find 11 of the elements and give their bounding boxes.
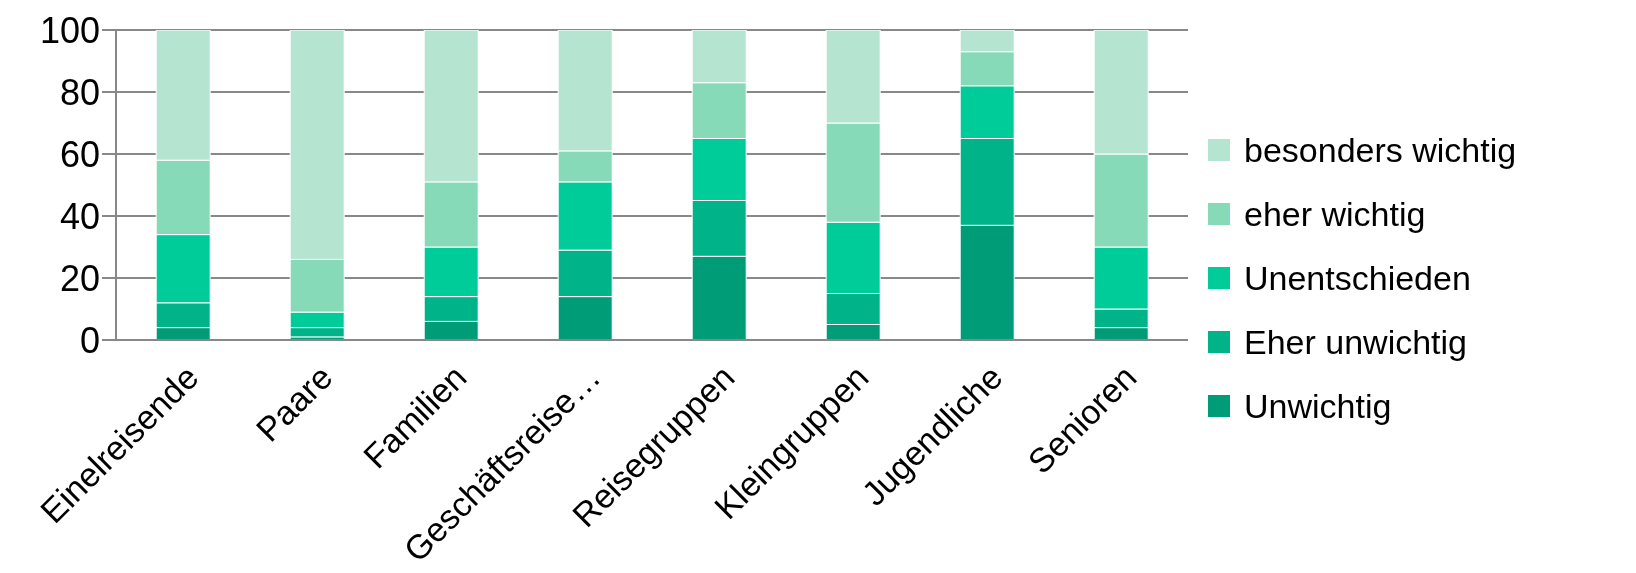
legend-label: Eher unwichtig <box>1244 322 1468 362</box>
legend-label: besonders wichtig <box>1244 130 1517 170</box>
legend-label: Unentschieden <box>1244 258 1471 298</box>
y-tick-label: 100 <box>39 9 100 51</box>
y-tick-label: 20 <box>59 257 100 299</box>
y-tick-label: 60 <box>59 133 100 175</box>
y-tick-label: 80 <box>59 71 100 113</box>
y-tick-label: 0 <box>79 319 100 361</box>
y-tick-label: 40 <box>59 195 100 237</box>
legend-label: Unwichtig <box>1244 386 1392 426</box>
legend-label: eher wichtig <box>1244 194 1426 234</box>
